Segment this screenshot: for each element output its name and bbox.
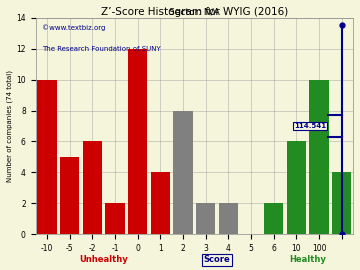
Bar: [60, 157, 79, 234]
Text: Unhealthy: Unhealthy: [79, 255, 128, 264]
Text: Sector: N/A: Sector: N/A: [169, 8, 220, 17]
Bar: [332, 173, 351, 234]
Text: The Research Foundation of SUNY: The Research Foundation of SUNY: [42, 46, 161, 52]
Bar: [219, 203, 238, 234]
Bar: [309, 80, 329, 234]
Bar: [173, 110, 193, 234]
Bar: [196, 203, 215, 234]
Text: Score: Score: [204, 255, 230, 264]
Bar: [287, 141, 306, 234]
Y-axis label: Number of companies (74 total): Number of companies (74 total): [7, 70, 13, 182]
Title: Z’-Score Histogram for WYIG (2016): Z’-Score Histogram for WYIG (2016): [101, 7, 288, 17]
Text: ©www.textbiz.org: ©www.textbiz.org: [42, 24, 105, 31]
Bar: [264, 203, 283, 234]
Bar: [128, 49, 147, 234]
Text: Healthy: Healthy: [289, 255, 326, 264]
Text: 114.541: 114.541: [294, 123, 326, 129]
Bar: [105, 203, 125, 234]
Bar: [150, 173, 170, 234]
Bar: [37, 80, 57, 234]
Bar: [83, 141, 102, 234]
